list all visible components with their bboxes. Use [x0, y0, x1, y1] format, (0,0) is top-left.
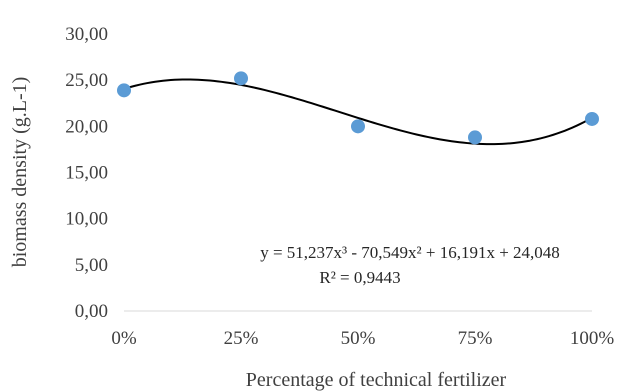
y-tick-label: 25,00 [65, 70, 108, 91]
r-squared-label: R² = 0,9443 [319, 268, 400, 287]
data-point [585, 111, 599, 126]
x-tick-label: 0% [111, 328, 137, 349]
x-axis-title: Percentage of technical fertilizer [246, 369, 507, 391]
x-tick-label: 100% [570, 328, 615, 349]
data-points [117, 71, 599, 145]
trendline [123, 78, 593, 146]
y-tick-label: 10,00 [65, 209, 108, 230]
data-point [351, 119, 365, 134]
data-point [234, 71, 248, 86]
trendline-equation: y = 51,237x³ - 70,549x² + 16,191x + 24,0… [260, 243, 560, 262]
x-tick-label: 25% [224, 328, 259, 349]
y-axis-ticks: 0,00 5,00 10,00 15,00 20,00 25,00 30,00 [65, 24, 108, 322]
x-tick-label: 75% [458, 328, 493, 349]
y-tick-label: 5,00 [75, 255, 108, 276]
y-axis-title: biomass density (g.L-1) [9, 77, 31, 268]
y-tick-label: 0,00 [75, 301, 108, 322]
y-tick-label: 15,00 [65, 163, 108, 184]
y-tick-label: 20,00 [65, 116, 108, 137]
data-point [468, 130, 482, 145]
data-point [117, 83, 131, 98]
x-tick-label: 50% [341, 328, 376, 349]
y-tick-label: 30,00 [65, 24, 108, 45]
x-axis-ticks: 0% 25% 50% 75% 100% [111, 328, 614, 349]
